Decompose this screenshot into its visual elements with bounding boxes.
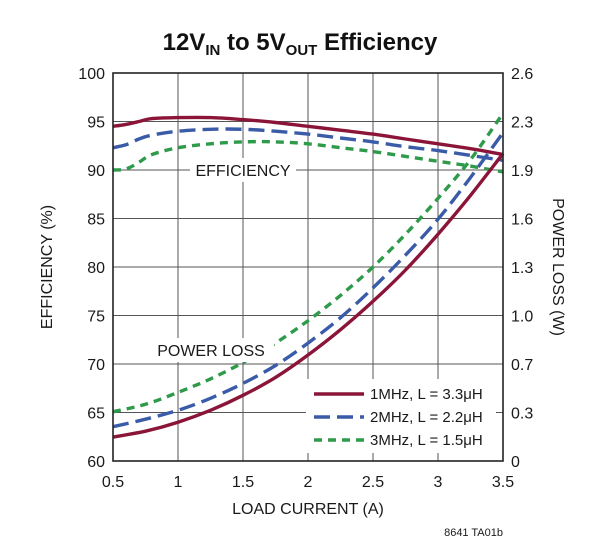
series-line-power_loss xyxy=(112,112,505,414)
legend-label: 1MHz, L = 3.3μH xyxy=(370,386,483,403)
power-loss-annotation: POWER LOSS xyxy=(148,338,274,362)
efficiency-annotation-bg xyxy=(190,158,296,182)
legend-label: 3MHz, L = 1.5μH xyxy=(370,432,483,449)
power-loss-annotation-bg xyxy=(148,338,274,362)
x-tick-label: 0.5 xyxy=(102,474,124,491)
left-y-tick-label: 65 xyxy=(87,406,105,423)
figure-code: 8641 TA01b xyxy=(444,527,503,539)
title-part: OUT xyxy=(286,42,318,59)
title-part: Efficiency xyxy=(317,29,438,56)
right-y-tick-label: 2.3 xyxy=(511,115,533,132)
right-axis-title: POWER LOSS (W) xyxy=(549,198,566,336)
series-line-power_loss xyxy=(112,131,505,429)
x-tick-label: 1 xyxy=(174,474,183,491)
right-y-tick-label: 0.3 xyxy=(511,406,533,423)
chart-title: 12VIN to 5VOUT Efficiency xyxy=(163,29,438,59)
right-y-tick-label: 1.6 xyxy=(511,212,533,229)
tick-labels: 0.5 1 1.5 2 2.5 3 3.5 60 65 70 75 80 85 90 95 100 0 0.3 0.… xyxy=(78,66,533,491)
x-tick-label: 2.5 xyxy=(362,474,384,491)
efficiency-annotation: EFFICIENCY xyxy=(190,158,296,182)
right-y-tick-label: 1.0 xyxy=(511,309,533,326)
right-y-tick-label: 2.6 xyxy=(511,66,533,83)
left-y-tick-label: 95 xyxy=(87,115,105,132)
plot-frame xyxy=(112,72,504,462)
title-part: to 5V xyxy=(220,29,285,56)
left-y-tick-label: 90 xyxy=(87,163,105,180)
legend: 1MHz, L = 3.3μH 2MHz, L = 2.2μH 3MHz, L = … xyxy=(306,379,496,453)
x-tick-label: 2 xyxy=(304,474,313,491)
title-part: 12V xyxy=(163,29,206,56)
legend-label: 2MHz, L = 2.2μH xyxy=(370,409,483,426)
power-loss-annotation-text: POWER LOSS xyxy=(157,343,265,360)
series-line-efficiency xyxy=(112,139,504,174)
series-layer xyxy=(112,112,505,439)
right-y-tick-label: 0 xyxy=(511,454,520,471)
left-y-tick-label: 80 xyxy=(87,260,105,277)
left-axis-title: EFFICIENCY (%) xyxy=(39,205,56,329)
left-y-tick-label: 60 xyxy=(87,454,105,471)
title-part: IN xyxy=(205,42,220,59)
right-y-tick-label: 1.9 xyxy=(511,163,533,180)
series-line-efficiency xyxy=(112,127,504,162)
left-y-tick-label: 85 xyxy=(87,212,105,229)
x-tick-label: 1.5 xyxy=(232,474,254,491)
series-line-efficiency xyxy=(112,115,504,157)
left-y-tick-label: 75 xyxy=(87,309,105,326)
right-y-tick-label: 1.3 xyxy=(511,260,533,277)
x-tick-label: 3 xyxy=(434,474,443,491)
left-y-tick-label: 100 xyxy=(78,66,105,83)
right-y-tick-label: 0.7 xyxy=(511,357,533,374)
x-tick-label: 3.5 xyxy=(492,474,514,491)
series-line-power_loss xyxy=(112,152,505,439)
efficiency-annotation-text: EFFICIENCY xyxy=(195,163,290,180)
left-y-tick-label: 70 xyxy=(87,357,105,374)
x-axis-title: LOAD CURRENT (A) xyxy=(232,501,384,518)
